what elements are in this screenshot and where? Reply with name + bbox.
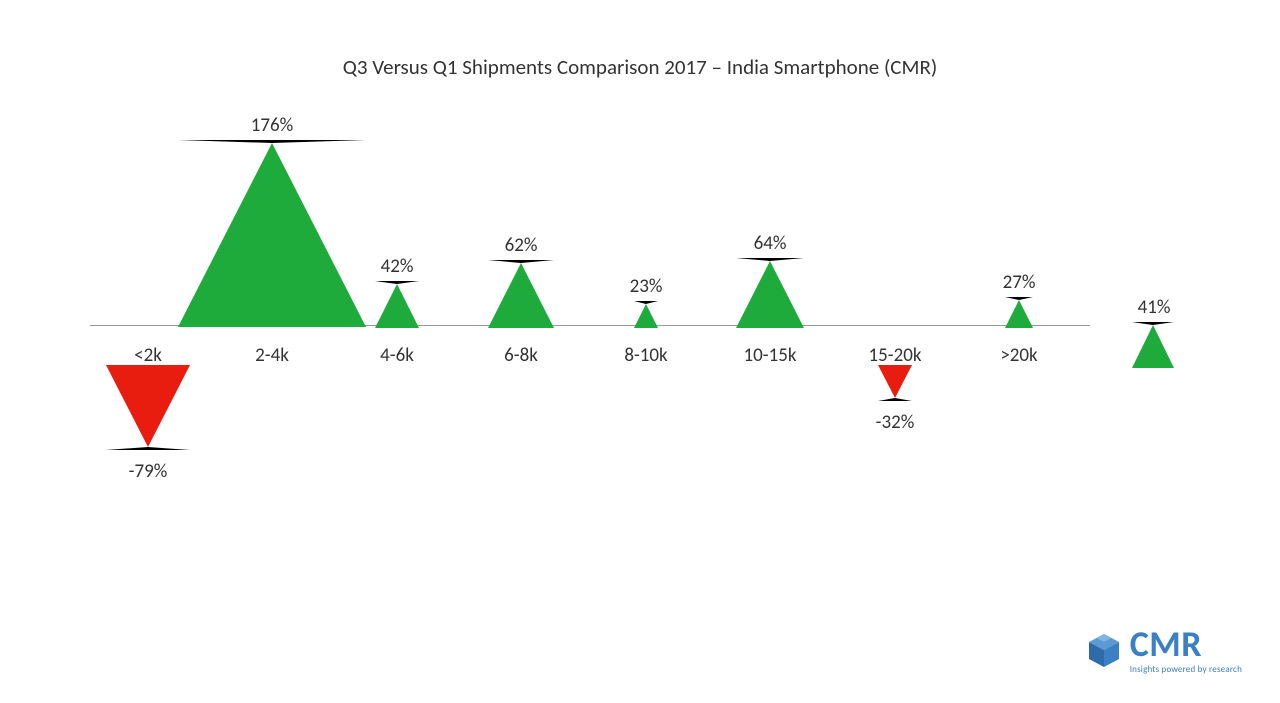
value-label: 64% <box>754 232 787 255</box>
category-label: 10-15k <box>744 344 797 367</box>
up-triangle <box>736 258 804 328</box>
category-label: <2k <box>134 344 162 367</box>
category-label: >20k <box>1000 344 1037 367</box>
brand-tagline: Insights powered by research <box>1130 664 1242 675</box>
category-label: 4-6k <box>380 344 414 367</box>
down-triangle <box>878 365 912 401</box>
chart-title: Q3 Versus Q1 Shipments Comparison 2017 –… <box>0 54 1280 80</box>
category-label: 8-10k <box>624 344 667 367</box>
value-label: 62% <box>505 234 538 257</box>
value-label: -32% <box>876 411 915 434</box>
value-label: 23% <box>630 275 663 298</box>
up-triangle <box>1005 297 1033 328</box>
category-label: 2-4k <box>255 344 289 367</box>
up-triangle <box>1132 322 1174 368</box>
down-triangle <box>106 365 190 450</box>
up-triangle <box>488 260 554 328</box>
cube-icon <box>1084 631 1124 671</box>
up-triangle <box>634 301 658 328</box>
value-label: 41% <box>1138 296 1171 319</box>
category-label: 15-20k <box>869 344 922 367</box>
category-label: 6-8k <box>504 344 538 367</box>
value-label: 42% <box>381 255 414 278</box>
value-label: 176% <box>251 114 293 137</box>
up-triangle <box>178 140 366 327</box>
up-triangle <box>375 281 419 328</box>
value-label: 27% <box>1003 271 1036 294</box>
value-label: -79% <box>129 460 168 483</box>
brand-name: CMR <box>1130 626 1202 662</box>
brand-logo: CMR Insights powered by research <box>1084 626 1242 675</box>
